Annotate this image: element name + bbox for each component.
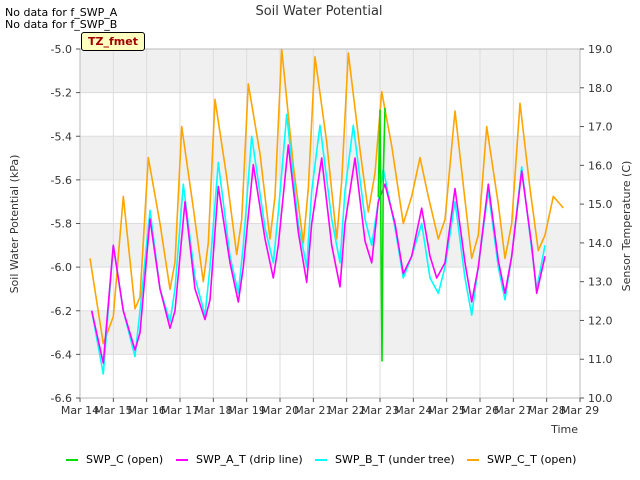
x-tick-label: Mar 25: [428, 404, 466, 417]
y2-tick-label: 13.0: [588, 276, 613, 289]
legend-swatch: [467, 459, 479, 461]
legend-swatch: [315, 459, 327, 461]
y2-tick-label: 16.0: [588, 159, 613, 172]
series-line-3: [89, 48, 564, 345]
y-axis-right: 10.0 11.0 12.0 13.0 14.0 15.0 16.0 17.0 18.0 19.0: [580, 43, 613, 405]
y2-tick-label: 19.0: [588, 43, 613, 56]
x-tick-label: Mar 23: [361, 404, 399, 417]
x-tick-label: Mar 21: [294, 404, 332, 417]
y-tick-label: -5.8: [51, 218, 72, 231]
plot-band: [80, 310, 580, 355]
y-tick-label: -6.4: [51, 348, 72, 361]
y2-tick-label: 18.0: [588, 82, 613, 95]
legend-label: SWP_B_T (under tree): [335, 453, 455, 466]
x-tick-label: Mar 24: [394, 404, 432, 417]
x-tick-label: Mar 17: [161, 404, 199, 417]
no-data-note: No data for f_SWP_A: [5, 6, 118, 19]
x-tick-label: Mar 19: [228, 404, 266, 417]
legend: SWP_C (open) SWP_A_T (drip line) SWP_B_T (…: [0, 452, 640, 470]
series-layer: [89, 48, 564, 375]
x-axis-label: Time: [550, 423, 578, 436]
x-tick-label: Mar 20: [261, 404, 299, 417]
y2-tick-label: 10.0: [588, 392, 613, 405]
x-tick-label: Mar 16: [128, 404, 166, 417]
y-tick-label: -5.2: [51, 87, 72, 100]
series-line-0: [377, 107, 386, 362]
y2-tick-label: 14.0: [588, 237, 613, 250]
no-data-note: No data for f_SWP_B: [5, 18, 118, 31]
x-tick-label: Mar 26: [461, 404, 499, 417]
x-tick-label: Mar 27: [494, 404, 532, 417]
y2-tick-label: 11.0: [588, 353, 613, 366]
series-line-2: [90, 113, 546, 375]
legend-swatch: [66, 459, 78, 461]
timezone-badge: TZ_fmet: [81, 32, 145, 51]
y-axis-label: Soil Water Potential (kPa): [8, 155, 21, 294]
y-tick-label: -5.0: [51, 43, 72, 56]
legend-label: SWP_C_T (open): [487, 453, 577, 466]
legend-label: SWP_A_T (drip line): [196, 453, 303, 466]
y-tick-label: -6.2: [51, 305, 72, 318]
x-tick-label: Mar 29: [561, 404, 599, 417]
x-tick-label: Mar 18: [194, 404, 232, 417]
y2-tick-label: 17.0: [588, 121, 613, 134]
y-axis-left: -6.6 -6.4 -6.2 -6.0 -5.8 -5.6 -5.4 -5.2 -5.0: [51, 43, 80, 405]
series-line-1: [90, 144, 546, 364]
y2-tick-label: 12.0: [588, 314, 613, 327]
y-tick-label: -5.4: [51, 130, 72, 143]
legend-label: SWP_C (open): [86, 453, 164, 466]
y-tick-label: -6.0: [51, 261, 72, 274]
x-tick-label: Mar 22: [328, 404, 366, 417]
x-tick-label: Mar 28: [528, 404, 566, 417]
x-tick-label: Mar 15: [94, 404, 132, 417]
y2-axis-label: Sensor Temperature (C): [620, 161, 633, 292]
legend-swatch: [176, 459, 188, 461]
x-tick-label: Mar 14: [61, 404, 99, 417]
chart-title: Soil Water Potential: [255, 4, 382, 19]
no-data-notes: No data for f_SWP_A No data for f_SWP_B: [5, 7, 117, 31]
y2-tick-label: 15.0: [588, 198, 613, 211]
y-tick-label: -5.6: [51, 174, 72, 187]
plot-band: [80, 49, 580, 93]
y-tick-label: -6.6: [51, 392, 72, 405]
